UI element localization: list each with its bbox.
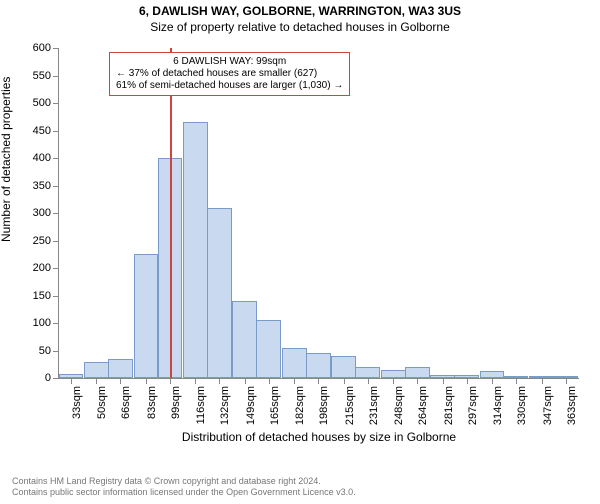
footer-line-1: Contains HM Land Registry data © Crown c… [12, 476, 356, 487]
bar [207, 208, 232, 379]
bar [381, 370, 406, 378]
x-tick-label: 165sqm [269, 386, 281, 425]
x-tick-label: 314sqm [492, 386, 504, 425]
y-tick-label: 500 [33, 97, 51, 109]
bar [256, 320, 281, 378]
y-tick [53, 351, 59, 352]
y-tick [53, 378, 59, 379]
annotation-line: 6 DAWLISH WAY: 99sqm [116, 56, 343, 68]
y-tick-label: 50 [39, 345, 51, 357]
y-tick-label: 300 [33, 207, 51, 219]
x-tick-label: 330sqm [516, 386, 528, 425]
y-tick-label: 100 [33, 317, 51, 329]
x-tick [318, 378, 319, 384]
y-tick-label: 600 [33, 42, 51, 54]
y-tick [53, 48, 59, 49]
x-tick [96, 378, 97, 384]
x-tick-label: 281sqm [443, 386, 455, 425]
bar [108, 359, 133, 378]
bar [480, 371, 505, 378]
bar [183, 122, 208, 378]
y-tick [53, 76, 59, 77]
y-tick [53, 323, 59, 324]
x-tick-label: 99sqm [170, 386, 182, 419]
footer-line-2: Contains public sector information licen… [12, 487, 356, 498]
x-tick-label: 248sqm [393, 386, 405, 425]
x-tick [344, 378, 345, 384]
x-tick-label: 264sqm [417, 386, 429, 425]
bar [331, 356, 356, 378]
x-tick [195, 378, 196, 384]
bar [84, 362, 109, 379]
x-tick-label: 66sqm [120, 386, 132, 419]
y-tick [53, 131, 59, 132]
bar [282, 348, 307, 378]
x-tick-label: 116sqm [195, 386, 207, 424]
chart-container: Number of detached properties 0501001502… [0, 42, 600, 442]
title-block: 6, DAWLISH WAY, GOLBORNE, WARRINGTON, WA… [0, 4, 600, 34]
y-tick [53, 296, 59, 297]
x-tick-label: 83sqm [146, 386, 158, 419]
bar [355, 367, 380, 378]
bar [134, 254, 159, 378]
x-tick-label: 347sqm [542, 386, 554, 425]
x-tick [146, 378, 147, 384]
x-tick-label: 33sqm [71, 386, 83, 419]
y-tick-label: 250 [33, 235, 51, 247]
x-tick-label: 215sqm [344, 386, 356, 425]
x-tick [294, 378, 295, 384]
x-tick [417, 378, 418, 384]
x-tick-label: 149sqm [245, 386, 257, 425]
bar [306, 353, 331, 378]
footer-attribution: Contains HM Land Registry data © Crown c… [12, 476, 356, 498]
y-tick [53, 268, 59, 269]
x-tick [566, 378, 567, 384]
y-tick [53, 213, 59, 214]
y-tick-label: 150 [33, 290, 51, 302]
x-tick [71, 378, 72, 384]
plot-area: 05010015020025030035040045050055060033sq… [58, 48, 579, 379]
x-tick-label: 182sqm [294, 386, 306, 425]
y-tick [53, 186, 59, 187]
x-tick-label: 198sqm [318, 386, 330, 425]
y-tick-label: 0 [45, 372, 51, 384]
y-axis-label: Number of detached properties [0, 77, 13, 242]
x-tick [245, 378, 246, 384]
y-tick-label: 550 [33, 70, 51, 82]
x-tick [393, 378, 394, 384]
bar [232, 301, 257, 378]
annotation-box: 6 DAWLISH WAY: 99sqm← 37% of detached ho… [109, 52, 350, 96]
y-tick [53, 241, 59, 242]
x-tick [368, 378, 369, 384]
x-tick [170, 378, 171, 384]
y-tick-label: 450 [33, 125, 51, 137]
bar [405, 367, 430, 378]
x-tick [492, 378, 493, 384]
x-tick [219, 378, 220, 384]
annotation-line: ← 37% of detached houses are smaller (62… [116, 68, 343, 80]
y-tick-label: 400 [33, 152, 51, 164]
x-axis-label: Distribution of detached houses by size … [182, 430, 456, 444]
x-tick-label: 50sqm [96, 386, 108, 419]
y-tick-label: 200 [33, 262, 51, 274]
x-tick [120, 378, 121, 384]
x-tick-label: 297sqm [467, 386, 479, 425]
chart-title-2: Size of property relative to detached ho… [0, 20, 600, 34]
y-tick-label: 350 [33, 180, 51, 192]
x-tick [467, 378, 468, 384]
y-tick [53, 158, 59, 159]
y-tick [53, 103, 59, 104]
x-tick-label: 363sqm [566, 386, 578, 425]
chart-title-1: 6, DAWLISH WAY, GOLBORNE, WARRINGTON, WA… [0, 4, 600, 18]
highlight-line [170, 48, 172, 378]
x-tick [443, 378, 444, 384]
x-tick-label: 231sqm [368, 386, 380, 425]
annotation-line: 61% of semi-detached houses are larger (… [116, 80, 343, 92]
x-tick [542, 378, 543, 384]
x-tick [516, 378, 517, 384]
x-tick-label: 132sqm [219, 386, 231, 425]
x-tick [269, 378, 270, 384]
